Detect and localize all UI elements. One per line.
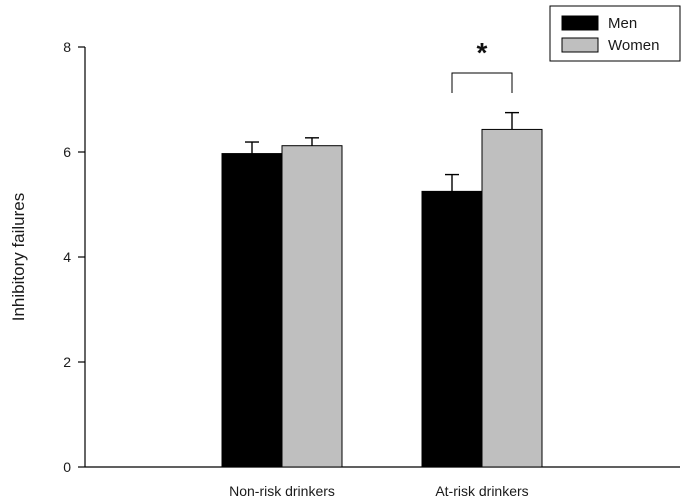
y-axis-title: Inhibitory failures xyxy=(9,193,28,322)
legend-swatch-men xyxy=(561,15,599,31)
annotations: * xyxy=(451,37,513,93)
legend: Men Women xyxy=(549,5,681,62)
bar-women-at-risk xyxy=(481,128,543,468)
x-tick-label: Non-risk drinkers xyxy=(229,483,335,499)
axes: 0 2 4 6 8 Non-risk drinkers At-risk drinkers xyxy=(63,39,680,499)
y-tick-label: 4 xyxy=(63,249,71,265)
legend-swatch-women xyxy=(561,37,599,53)
bar-women-non-risk xyxy=(281,145,343,468)
bar-men-non-risk xyxy=(221,153,283,468)
y-tick-label: 0 xyxy=(63,459,71,475)
significance-bracket xyxy=(451,72,513,93)
legend-label-women: Women xyxy=(608,37,659,54)
significance-star: * xyxy=(477,37,488,68)
y-tick-label: 2 xyxy=(63,354,71,370)
legend-label-men: Men xyxy=(608,15,637,32)
y-tick-label: 6 xyxy=(63,144,71,160)
y-tick-label: 8 xyxy=(63,39,71,55)
bars xyxy=(221,128,543,468)
error-bars xyxy=(245,111,519,192)
bar-men-at-risk xyxy=(421,190,483,468)
x-tick-label: At-risk drinkers xyxy=(435,483,528,499)
